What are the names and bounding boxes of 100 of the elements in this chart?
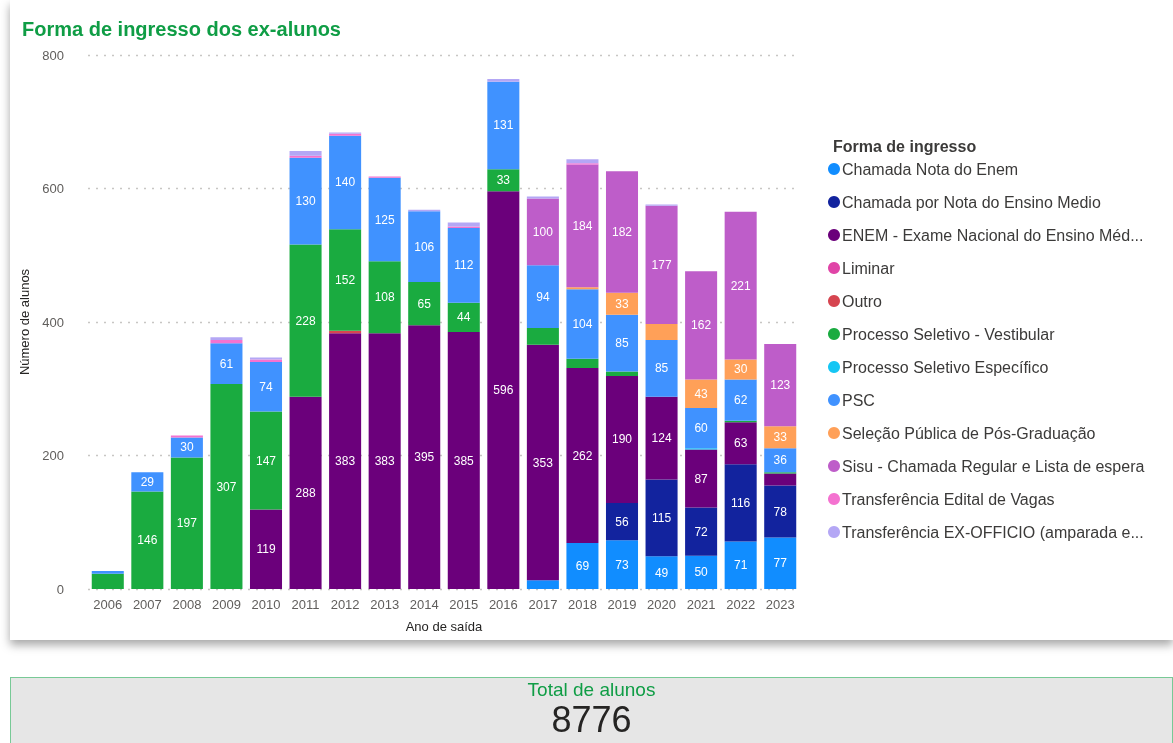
x-tick-label: 2011 [291,597,320,612]
data-label: 123 [770,378,791,393]
data-label: 221 [730,278,751,293]
legend-label: Chamada por Nota do Ensino Medio [842,193,1101,211]
x-tick-label: 2017 [528,597,558,612]
data-label: 73 [615,557,629,572]
data-label: 63 [733,436,748,451]
data-label: 69 [575,558,590,573]
x-tick-label: 2010 [251,597,281,612]
text: 8776 [550,699,633,740]
x-axis-title: Ano de saída [405,619,484,634]
data-label: 152 [335,272,356,287]
x-tick-label: 2008 [172,597,202,612]
y-tick-label: 800 [42,47,64,63]
legend-label: Liminar [842,259,896,277]
text: Total de alunos [526,679,657,701]
data-label: 33 [615,296,629,311]
data-label: 62 [733,393,748,408]
x-tick-label: 2016 [488,597,518,612]
data-label: 182 [611,224,633,239]
data-label: 190 [611,432,633,447]
y-tick-label: 200 [42,448,64,463]
legend-label: Processo Seletivo - Vestibular [842,325,1056,343]
legend-label: ENEM - Exame Nacional do Ensino Méd... [842,226,1144,244]
data-label: 288 [295,485,316,500]
data-label: 395 [414,450,435,465]
data-label: 104 [572,317,593,331]
data-label: 115 [651,510,672,525]
x-tick-label: 2020 [647,597,677,612]
data-label: 184 [572,218,593,233]
data-label: 197 [176,516,198,531]
data-label: 353 [532,455,554,470]
data-label: 71 [733,558,748,573]
data-label: 147 [255,453,277,468]
legend-label: Sisu - Chamada Regular e Lista de espera [842,457,1145,475]
data-label: 162 [691,318,712,333]
x-tick-label: 2009 [211,597,241,612]
data-label: 33 [496,173,511,188]
data-label: 33 [773,430,788,445]
data-label: 36 [773,453,788,468]
legend-label: Outro [842,292,883,310]
data-label: 65 [417,296,432,311]
data-label: 43 [694,386,709,401]
x-tick-label: 2021 [686,597,716,612]
data-label: 49 [654,565,669,580]
data-label: 61 [219,356,234,371]
x-tick-label: 2019 [607,597,637,612]
data-label: 228 [295,313,316,328]
data-label: 30 [733,362,748,377]
data-label: 262 [572,448,593,463]
data-label: 108 [374,290,395,305]
data-label: 85 [615,336,629,351]
x-tick-label: 2014 [409,597,439,612]
data-label: 44 [457,310,471,325]
data-label: 116 [731,495,751,510]
y-axis-title: Número de alunos [17,268,33,376]
x-tick-label: 2018 [567,597,597,612]
x-tick-label: 2015 [449,597,479,612]
legend-label: PSC [842,391,875,409]
data-label: 124 [651,431,672,446]
data-label: 77 [773,556,788,571]
x-tick-label: 2013 [370,597,400,612]
y-tick-label: 0 [56,581,64,597]
legend-label: Transferência Edital de Vagas [842,490,1055,508]
legend-label: Chamada Nota do Enem [842,160,1019,178]
data-label: 307 [216,479,237,494]
data-label: 60 [694,421,709,436]
y-tick-label: 600 [42,181,64,196]
data-label: 130 [295,194,316,209]
data-label: 119 [256,542,276,557]
data-label: 30 [180,440,194,455]
x-tick-label: 2012 [330,597,360,612]
data-label: 87 [694,471,709,486]
legend-title: Forma de ingresso [833,137,977,155]
y-tick-label: 400 [42,314,64,330]
data-label: 383 [335,454,356,469]
data-label: 50 [694,565,709,580]
data-label: 140 [335,175,356,190]
data-label: 177 [651,257,672,272]
data-label: 78 [773,504,788,519]
data-label: 125 [374,212,395,227]
data-label: 74 [259,379,273,394]
data-label: 596 [493,383,514,398]
data-label: 94 [536,289,550,304]
x-tick-label: 2023 [765,597,795,612]
data-label: 29 [140,474,155,489]
x-tick-label: 2007 [132,597,162,612]
data-label: 385 [453,453,475,468]
data-label: 85 [654,361,669,376]
data-label: 131 [493,118,514,133]
chart-title: Forma de ingresso dos ex-alunos [22,18,341,40]
legend-label: Seleção Pública de Pós-Graduação [842,424,1096,442]
data-label: 146 [137,533,158,548]
data-label: 56 [615,514,629,529]
data-label: 106 [414,239,435,254]
legend-label: Transferência EX-OFFICIO (amparada e... [842,523,1144,541]
data-label: 100 [532,224,554,239]
legend-label: Processo Seletivo Específico [842,358,1049,376]
x-tick-label: 2006 [93,597,123,612]
x-tick-label: 2022 [726,597,756,612]
